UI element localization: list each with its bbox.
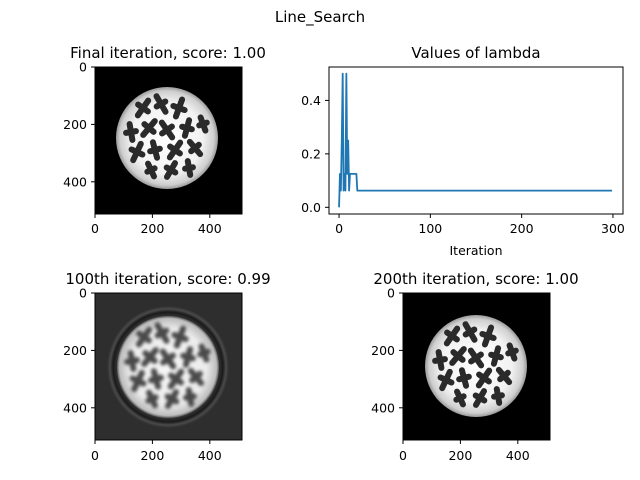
panel-lambda-axes <box>328 66 624 215</box>
panel-200th-ytick-label: 0 <box>387 286 395 301</box>
panel-final-xtick-label: 200 <box>140 221 164 236</box>
lambda-xtick-label: 100 <box>418 221 442 236</box>
panel-lambda: Values of lambda 0 100 200 300 0.0 0.2 0.4 It… <box>301 44 625 258</box>
panel-100th-iteration: 100th iteration, score: 0.99 0 200 400 0… <box>63 270 270 463</box>
panel-final-xtick-label: 400 <box>198 221 222 236</box>
figure-suptitle: Line_Search <box>275 8 365 27</box>
lambda-series-line <box>338 72 613 208</box>
panel-100th-xticks: 0 200 400 <box>91 440 222 463</box>
panel-200th-yticks: 0 200 400 <box>371 286 403 415</box>
panel-final-xtick-label: 0 <box>91 221 99 236</box>
lambda-ytick-label: 0.2 <box>301 146 321 161</box>
lambda-xtick-label: 0 <box>335 221 343 236</box>
panel-100th-frame <box>94 292 243 441</box>
panel-100th-xtick-label: 200 <box>140 448 164 463</box>
panel-200th-iteration: 200th iteration, score: 1.00 0 200 400 0… <box>371 270 578 463</box>
panel-200th-xtick-label: 400 <box>506 448 530 463</box>
lambda-ytick-label: 0.0 <box>301 200 321 215</box>
lambda-ytick-label: 0.4 <box>301 93 321 108</box>
panel-final-frame <box>94 66 243 215</box>
panel-100th-xtick-label: 0 <box>91 448 99 463</box>
panel-200th-ytick-label: 400 <box>371 400 395 415</box>
lambda-xtick-label: 200 <box>510 221 534 236</box>
panel-200th-xticks: 0 200 400 <box>399 440 530 463</box>
panel-100th-ytick-label: 0 <box>79 286 87 301</box>
panel-200th-frame <box>402 292 551 441</box>
panel-final-ytick-label: 200 <box>63 117 87 132</box>
panel-lambda-yticks: 0.0 0.2 0.4 <box>301 93 329 215</box>
panel-200th-ytick-label: 200 <box>371 343 395 358</box>
panel-100th-xtick-label: 400 <box>198 448 222 463</box>
panel-final-yticks: 0 200 400 <box>63 60 95 189</box>
panel-final-ytick-label: 0 <box>79 60 87 75</box>
panel-final-iteration: Final iteration, score: 1.00 0 200 400 0… <box>63 44 266 236</box>
panel-lambda-xlabel: Iteration <box>449 243 502 258</box>
panel-100th-title: 100th iteration, score: 0.99 <box>65 270 270 288</box>
panel-final-title: Final iteration, score: 1.00 <box>70 44 266 62</box>
panel-100th-ytick-label: 200 <box>63 343 87 358</box>
lambda-xtick-label: 300 <box>601 221 625 236</box>
panel-lambda-xticks: 0 100 200 300 <box>335 214 625 236</box>
panel-200th-xtick-label: 0 <box>399 448 407 463</box>
panel-200th-title: 200th iteration, score: 1.00 <box>373 270 578 288</box>
panel-final-xticks: 0 200 400 <box>91 214 222 236</box>
panel-200th-xtick-label: 200 <box>448 448 472 463</box>
panel-final-ytick-label: 400 <box>63 174 87 189</box>
panel-lambda-title: Values of lambda <box>411 44 540 62</box>
panel-100th-yticks: 0 200 400 <box>63 286 95 415</box>
panel-100th-ytick-label: 400 <box>63 400 87 415</box>
